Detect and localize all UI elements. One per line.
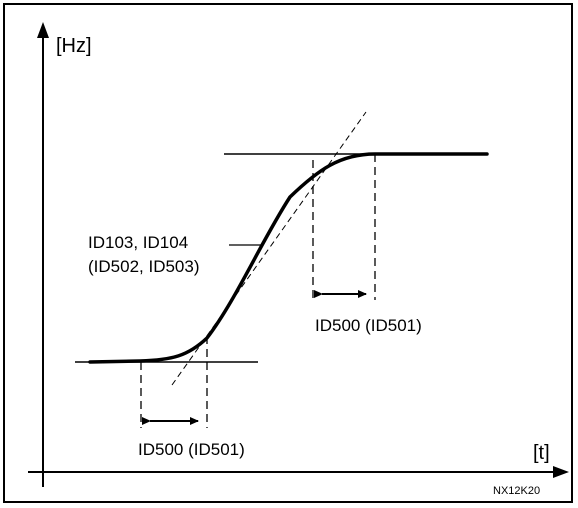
ramp-time-label-line1: ID103, ID104: [88, 233, 188, 252]
y-axis-arrow-icon: [37, 22, 49, 38]
x-axis-label: [t]: [533, 442, 550, 464]
y-axis-label: [Hz]: [56, 35, 92, 57]
s-curve-time-label-bottom: ID500 (ID501): [138, 440, 245, 459]
figure-border: [3, 3, 573, 503]
s-curve-time-label-top: ID500 (ID501): [315, 316, 422, 335]
s-curve: [88, 152, 489, 364]
x-axis-arrow-icon: [553, 466, 569, 478]
figure-code: NX12K20: [493, 485, 540, 497]
ramp-time-label-line2: (ID502, ID503): [88, 257, 200, 276]
